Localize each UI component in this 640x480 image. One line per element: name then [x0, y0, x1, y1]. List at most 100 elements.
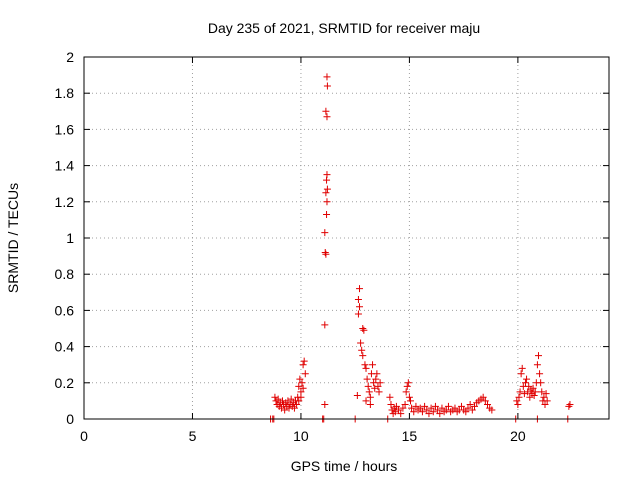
- data-point: [518, 364, 526, 372]
- data-point: [405, 393, 413, 401]
- y-tick-label: 1.8: [55, 85, 75, 101]
- data-point: [362, 397, 370, 405]
- data-point: [373, 370, 381, 378]
- data-point: [366, 393, 374, 401]
- data-point: [322, 189, 330, 197]
- data-point: [425, 410, 433, 418]
- y-tick-label: 0: [66, 411, 74, 427]
- data-point: [534, 352, 542, 360]
- x-tick-label: 5: [189, 428, 197, 444]
- data-point: [284, 397, 292, 405]
- data-point: [299, 384, 307, 392]
- data-point: [395, 406, 403, 414]
- data-point: [277, 404, 285, 412]
- data-point: [354, 310, 362, 318]
- data-point: [321, 321, 329, 329]
- data-point: [321, 401, 329, 409]
- data-point: [375, 388, 383, 396]
- data-point: [300, 357, 308, 365]
- data-point: [479, 393, 487, 401]
- data-point: [434, 406, 442, 414]
- data-point: [442, 406, 450, 414]
- data-point: [513, 397, 521, 405]
- data-point: [436, 410, 444, 418]
- data-point: [468, 406, 476, 414]
- data-point: [321, 248, 329, 256]
- data-point: [386, 393, 394, 401]
- data-point: [408, 404, 416, 412]
- data-point: [444, 402, 452, 410]
- data-point: [533, 361, 541, 369]
- data-point: [376, 379, 384, 387]
- data-point: [374, 382, 382, 390]
- chart-title: Day 235 of 2021, SRMTID for receiver maj…: [208, 20, 480, 36]
- y-tick-label: 1.4: [55, 158, 75, 174]
- data-point: [484, 401, 492, 409]
- y-tick-label: 1: [66, 230, 74, 246]
- x-axis-label: GPS time / hours: [291, 458, 398, 474]
- data-point: [274, 395, 282, 403]
- data-point: [431, 402, 439, 410]
- data-point: [353, 391, 361, 399]
- y-tick-label: 0.6: [55, 302, 75, 318]
- data-point: [451, 404, 459, 412]
- data-point: [371, 384, 379, 392]
- data-point: [295, 397, 303, 405]
- data-point: [392, 402, 400, 410]
- data-point: [357, 339, 365, 347]
- data-point: [364, 382, 372, 390]
- y-tick-label: 2: [66, 49, 74, 65]
- y-tick-label: 0.2: [55, 375, 75, 391]
- data-point: [323, 210, 331, 218]
- data-point: [416, 404, 424, 412]
- data-point: [323, 82, 331, 90]
- data-point: [427, 404, 435, 412]
- data-point: [538, 388, 546, 396]
- plot-frame: [83, 56, 610, 420]
- data-point: [514, 401, 522, 409]
- data-point: [540, 393, 548, 401]
- data-point: [521, 379, 529, 387]
- data-point: [523, 375, 531, 383]
- data-point: [403, 382, 411, 390]
- data-point: [542, 390, 550, 398]
- data-point: [322, 250, 330, 258]
- data-point: [358, 346, 366, 354]
- data-point: [365, 388, 373, 396]
- data-point: [526, 393, 534, 401]
- data-point: [406, 397, 414, 405]
- data-point: [464, 404, 472, 412]
- data-point: [281, 406, 289, 414]
- y-axis-label: SRMTID / TECUs: [5, 183, 21, 293]
- data-point: [462, 408, 470, 416]
- data-point: [296, 375, 304, 383]
- data-point: [525, 382, 533, 390]
- x-tick-label: 0: [80, 428, 88, 444]
- data-point: [404, 379, 412, 387]
- data-point: [372, 375, 380, 383]
- data-point: [536, 370, 544, 378]
- data-point: [530, 391, 538, 399]
- data-point: [323, 185, 331, 193]
- data-point: [359, 325, 367, 332]
- x-tick-label: 20: [510, 428, 526, 444]
- data-point: [520, 390, 528, 398]
- data-point: [418, 408, 426, 416]
- data-point: [429, 408, 437, 416]
- y-tick-label: 0.4: [55, 339, 75, 355]
- data-point: [369, 361, 377, 369]
- data-point: [397, 410, 405, 418]
- data-point: [295, 382, 303, 390]
- data-point: [298, 379, 306, 387]
- data-point: [481, 397, 489, 405]
- data-point: [391, 408, 399, 416]
- data-point: [515, 393, 523, 401]
- data-point: [271, 393, 279, 401]
- data-point: [287, 395, 295, 403]
- data-point: [301, 370, 309, 378]
- axis-ticks: 00.20.40.60.811.21.41.61.820 5 10 15 20: [55, 49, 609, 444]
- data-point: [438, 404, 446, 412]
- data-point: [366, 401, 374, 409]
- data-point: [457, 402, 465, 410]
- data-point: [356, 303, 364, 311]
